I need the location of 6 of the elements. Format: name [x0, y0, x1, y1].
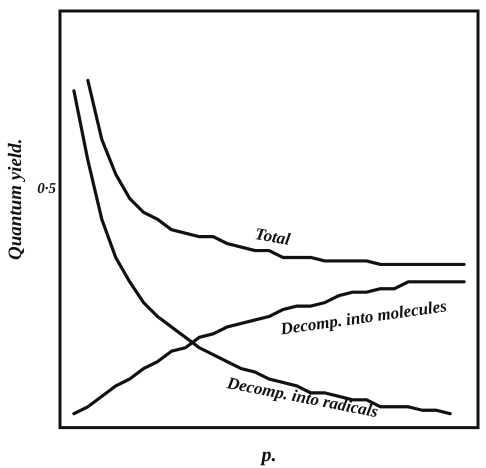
- y-axis-title: Quantum yield.: [4, 138, 26, 260]
- x-axis-title: p.: [260, 444, 276, 466]
- text: Decomp. into radicals: [224, 373, 380, 422]
- text: Decomp. into molecules: [278, 296, 448, 339]
- text: Total: [254, 224, 292, 249]
- text: 0·5: [37, 181, 56, 198]
